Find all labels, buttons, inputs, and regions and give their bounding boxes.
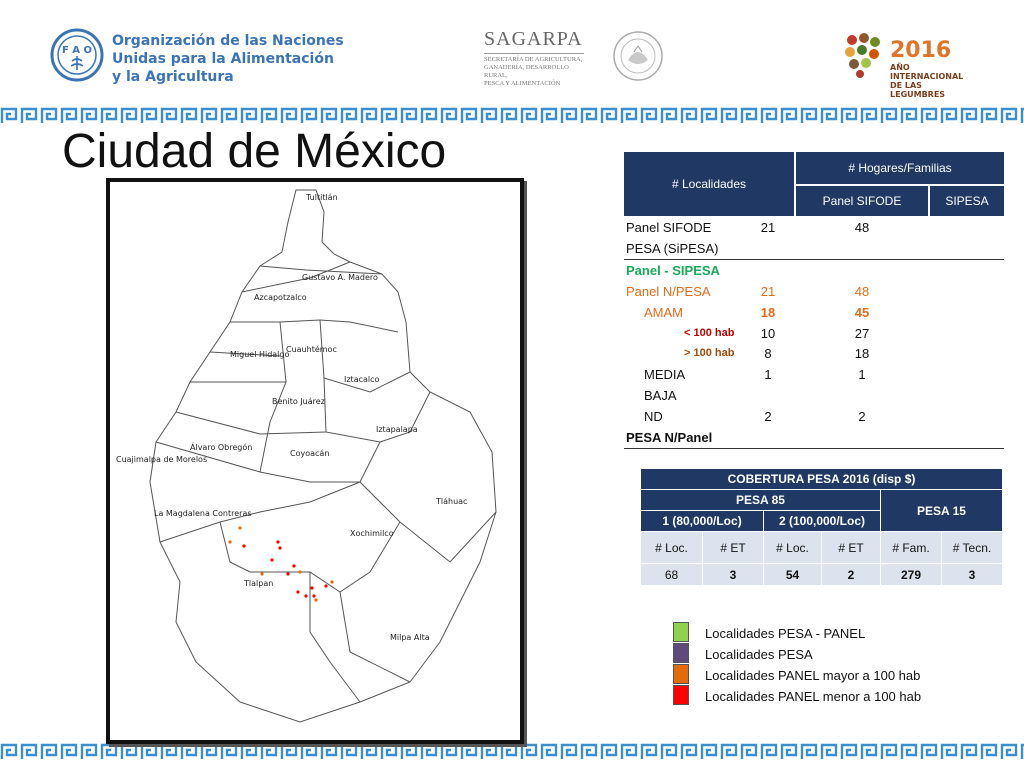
pesa15-header: PESA 15 xyxy=(881,490,1003,532)
year-legumes-logo: 2016 AÑO INTERNACIONAL DE LAS LEGUMBRES xyxy=(842,28,972,99)
table-cell: 279 xyxy=(881,564,942,586)
legend-swatch-panel-menor xyxy=(673,685,689,705)
cobertura-title: COBERTURA PESA 2016 (disp $) xyxy=(641,469,1003,490)
map-label: Tlalpan xyxy=(243,579,273,588)
sub-header-1: 1 (80,000/Loc) xyxy=(641,511,764,532)
col-header: # ET xyxy=(703,532,764,564)
legend-label: Localidades PANEL mayor a 100 hab xyxy=(705,668,921,683)
col-header: # ET xyxy=(822,532,881,564)
cdmx-map: Tultitlán Gustavo A. Madero Azcapotzalco… xyxy=(116,189,497,723)
map-label: La Magdalena Contreras xyxy=(154,509,252,518)
sagarpa-title: SAGARPA xyxy=(484,28,583,50)
fao-logo: F A O xyxy=(50,28,104,82)
decorative-band-top xyxy=(0,106,1024,126)
map-label: Iztacalco xyxy=(344,375,380,384)
map-label: Benito Juárez xyxy=(272,397,325,406)
map-label: Cuauhtémoc xyxy=(286,344,337,354)
fao-org-name: Organización de las Naciones Unidas para… xyxy=(112,33,344,85)
svg-text:F A O: F A O xyxy=(62,45,92,56)
map-label: Xochimilco xyxy=(350,529,394,538)
sagarpa-logo: SAGARPA SECRETARÍA DE AGRICULTURA, GANAD… xyxy=(484,28,594,88)
header-sipesa: SIPESA xyxy=(930,186,1004,216)
map-label: Milpa Alta xyxy=(390,633,430,642)
map-frame: Tultitlán Gustavo A. Madero Azcapotzalco… xyxy=(106,178,524,744)
legend-swatch-pesa xyxy=(673,643,689,663)
table-cell: 3 xyxy=(703,564,764,586)
table-row: PESA N/Panel xyxy=(624,427,1004,449)
col-header: # Fam. xyxy=(881,532,942,564)
map-label: Álvaro Obregón xyxy=(190,441,252,452)
col-header: # Tecn. xyxy=(942,532,1003,564)
col-header: # Loc. xyxy=(764,532,822,564)
header-hogares: # Hogares/Familias xyxy=(796,152,1004,184)
map-label: Tláhuac xyxy=(435,497,467,506)
col-header: # Loc. xyxy=(641,532,703,564)
table-cell: 54 xyxy=(764,564,822,586)
sagarpa-subtitle: SECRETARÍA DE AGRICULTURA, GANADERÍA, DE… xyxy=(484,56,583,87)
map-label: Miguel Hidalgo xyxy=(230,350,289,359)
year-text: 2016 xyxy=(890,38,952,63)
table-cell: 3 xyxy=(942,564,1003,586)
legend-label: Localidades PESA - PANEL xyxy=(705,626,866,641)
locality-markers xyxy=(228,526,334,602)
map-outline xyxy=(149,189,497,723)
legumes-icon xyxy=(845,33,880,78)
map-labels: Tultitlán Gustavo A. Madero Azcapotzalco… xyxy=(116,193,467,642)
sub-header-2: 2 (100,000/Loc) xyxy=(764,511,881,532)
pesa85-header: PESA 85 xyxy=(641,490,881,511)
page-title: Ciudad de México xyxy=(62,125,447,178)
table-cell: 2 xyxy=(822,564,881,586)
map-label: Coyoacán xyxy=(290,449,329,458)
table-cell: 68 xyxy=(641,564,703,586)
mexico-seal-icon xyxy=(613,31,663,81)
legend-label: Localidades PESA xyxy=(705,647,813,662)
legend-swatch-pesa-panel xyxy=(673,622,689,642)
table-body: Panel SIFODE 21 48 PESA (SiPESA) Panel - S… xyxy=(624,217,1004,451)
map-label: Tultitlán xyxy=(305,193,338,202)
header-panel-sifode: Panel SIFODE xyxy=(796,186,928,216)
table-row: PESA (SiPESA) xyxy=(624,238,1004,260)
map-label: Cuajimalpa de Morelos xyxy=(116,455,207,464)
map-label: Iztapalapa xyxy=(376,425,418,434)
legend-label: Localidades PANEL menor a 100 hab xyxy=(705,689,922,704)
decorative-band-bottom xyxy=(0,742,1024,762)
map-label: Azcapotzalco xyxy=(254,293,307,302)
header-localidades: # Localidades xyxy=(624,152,794,216)
map-label: Gustavo A. Madero xyxy=(302,273,378,282)
legend-swatch-panel-mayor xyxy=(673,664,689,684)
